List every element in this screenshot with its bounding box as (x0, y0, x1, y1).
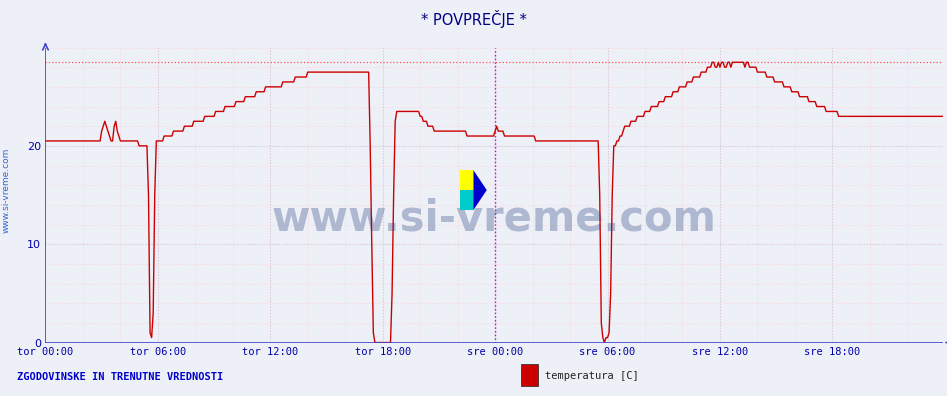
Text: ZGODOVINSKE IN TRENUTNE VREDNOSTI: ZGODOVINSKE IN TRENUTNE VREDNOSTI (17, 372, 223, 382)
Polygon shape (460, 170, 474, 190)
Polygon shape (460, 190, 474, 210)
Polygon shape (474, 170, 487, 210)
Text: temperatura [C]: temperatura [C] (545, 371, 638, 381)
Text: www.si-vreme.com: www.si-vreme.com (1, 147, 10, 233)
Text: www.si-vreme.com: www.si-vreme.com (272, 198, 717, 240)
Text: * POVPREČJE *: * POVPREČJE * (420, 10, 527, 28)
